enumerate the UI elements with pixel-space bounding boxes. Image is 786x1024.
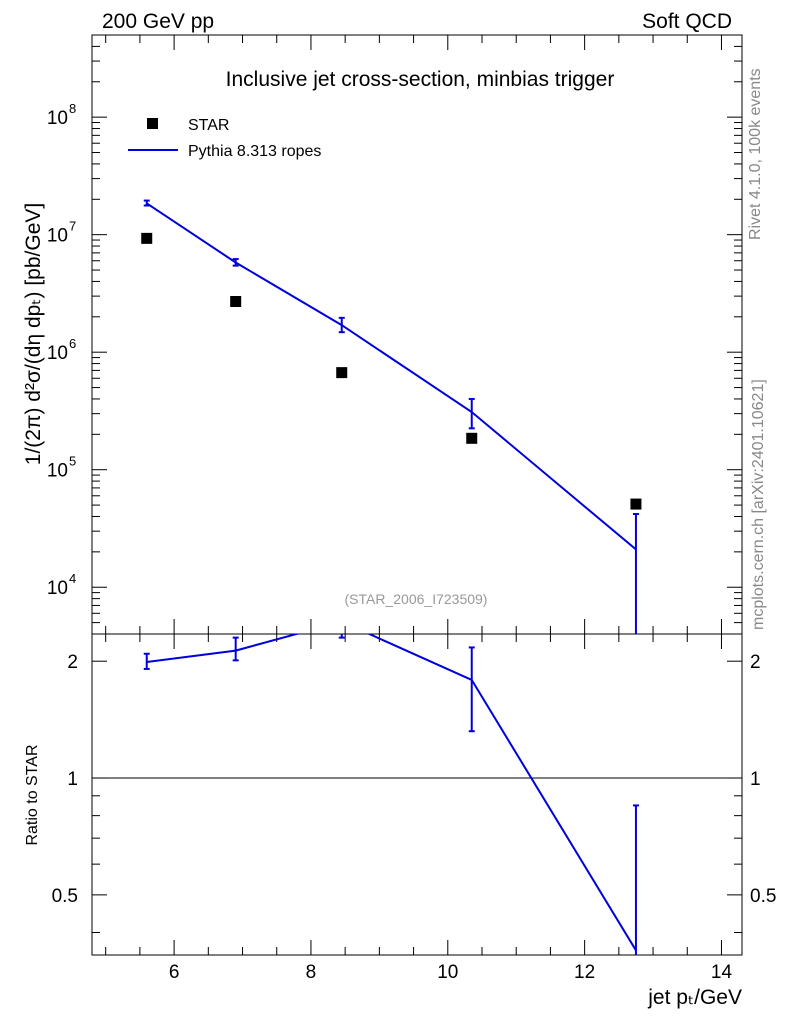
side-text-rivet: Rivet 4.1.0, 100k events xyxy=(747,68,764,240)
y-tick-label-exponent: 6 xyxy=(69,336,76,351)
header-left: 200 GeV pp xyxy=(102,10,214,33)
header-right: Soft QCD xyxy=(642,10,732,33)
x-tick-label: 6 xyxy=(169,962,180,983)
y-tick-label: 10 xyxy=(47,108,68,129)
ratio-ylabel: Ratio to STAR xyxy=(24,744,41,845)
star-data-point xyxy=(141,232,153,244)
y-tick-label-exponent: 8 xyxy=(69,101,76,116)
main-ylabel-text: 1/(2π) d²σ/(dη dpₜ) [pb/GeV] xyxy=(22,203,45,465)
main-ylabel: 1/(2π) d²σ/(dη dpₜ) [pb/GeV] xyxy=(22,203,45,465)
y-tick-label: 10 xyxy=(47,343,68,364)
ratio-y-tick-label: 2 xyxy=(67,652,78,673)
ratio-y-tick-label-right: 0.5 xyxy=(750,886,776,907)
ratio-y-tick-label: 1 xyxy=(67,769,78,790)
x-tick-label: 8 xyxy=(306,962,317,983)
y-tick-label: 10 xyxy=(47,226,68,247)
star-data-point xyxy=(230,295,242,307)
analysis-tag: (STAR_2006_I723509) xyxy=(345,591,488,607)
mc-line xyxy=(146,202,637,551)
x-tick-label: 12 xyxy=(574,962,595,983)
x-tick-label: 10 xyxy=(437,962,458,983)
legend-star-label: STAR xyxy=(188,117,229,134)
y-tick-label: 10 xyxy=(47,578,68,599)
ratio-y-tick-label-right: 1 xyxy=(750,769,761,790)
ratio-y-tick-label: 0.5 xyxy=(52,886,78,907)
ratio-data xyxy=(143,634,639,955)
y-tick-label-exponent: 5 xyxy=(69,454,76,469)
legend-pythia-label: Pythia 8.313 ropes xyxy=(188,143,321,160)
side-text-mcplots: mcplots.cern.ch [arXiv:2401.10621] xyxy=(750,379,767,630)
plot-title: Inclusive jet cross-section, minbias tri… xyxy=(226,68,615,91)
y-tick-label-exponent: 7 xyxy=(69,219,76,234)
star-data-point xyxy=(630,498,642,510)
ratio-line xyxy=(146,634,637,951)
ratio-ylabel-text: Ratio to STAR xyxy=(24,744,41,845)
main-data xyxy=(141,199,642,634)
x-axis-label: jet pₜ/GeV xyxy=(647,986,742,1009)
x-tick-label: 14 xyxy=(711,962,733,983)
star-data-point xyxy=(336,367,348,379)
legend-star-marker xyxy=(147,118,158,129)
y-tick-label: 10 xyxy=(47,461,68,482)
star-data-point xyxy=(466,432,478,444)
ratio-y-tick-label-right: 2 xyxy=(750,652,761,673)
ratio-panel-frame xyxy=(91,633,743,956)
y-tick-label-exponent: 4 xyxy=(69,571,76,586)
